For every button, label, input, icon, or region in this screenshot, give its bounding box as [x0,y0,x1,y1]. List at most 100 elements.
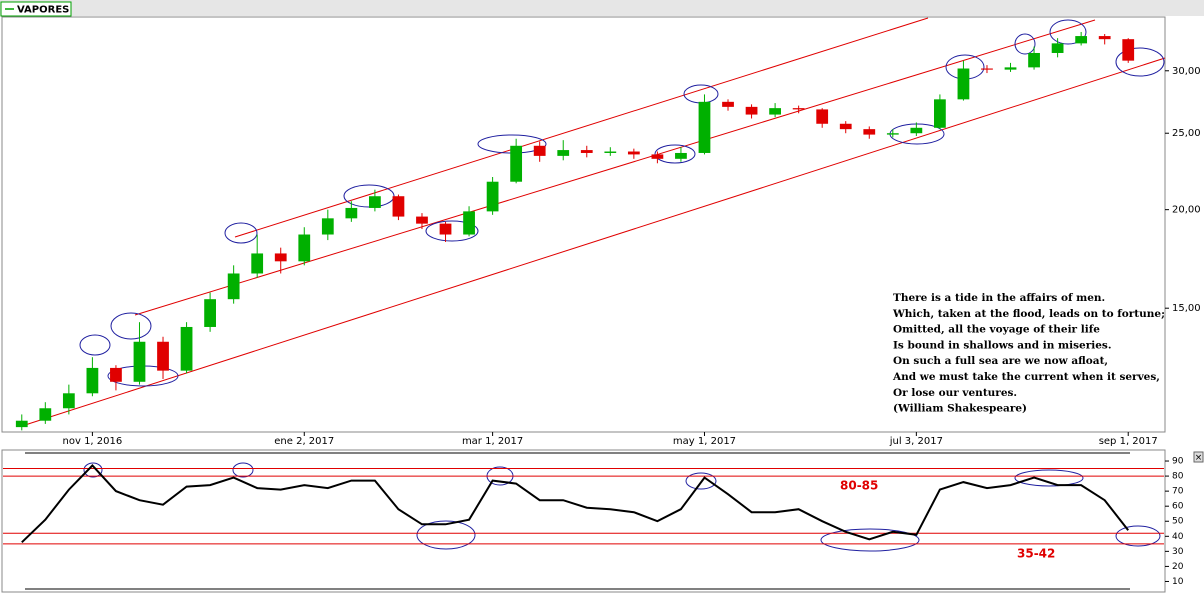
ellipse [1014,33,1036,55]
candle-body [604,151,617,153]
y-tick-label: 25,00 [1172,128,1201,139]
candle-body [816,109,829,124]
oscillator-line [21,464,1129,544]
y-tick-label: 20 [1172,562,1184,572]
legend[interactable] [0,1,72,17]
ellipse [416,520,476,550]
band-label: 35-42 [1017,547,1055,561]
y-tick-label: 15,00 [1172,303,1201,314]
ellipse [820,528,920,552]
highlight-ellipses [79,19,1165,552]
ellipse [1049,19,1087,45]
candle-body [698,101,711,153]
y-tick-label: 90 [1172,457,1184,467]
close-button[interactable] [1193,451,1204,463]
toolbar [0,0,1204,16]
candle-body [392,196,405,217]
ellipse [232,462,254,478]
x-tick-label: jul 3, 2017 [889,436,943,447]
candle-body [133,341,146,382]
candle-body [416,216,428,224]
y-tick-label: 60 [1172,502,1184,512]
legend-label: VAPORES [17,5,69,16]
x-tick-label: may 1, 2017 [673,436,736,447]
candle-body [251,253,264,274]
ellipse [1115,47,1165,77]
candle-body [180,326,193,371]
quote-line: Omitted, all the voyage of their life [893,324,1100,336]
ellipse [1115,525,1161,547]
x-tick-label: nov 1, 2016 [63,436,123,447]
candle-body [557,150,570,156]
candle-body [886,133,899,135]
candle-body [839,123,852,130]
candle-body [510,145,523,182]
close-icon: × [1195,453,1203,463]
candle-body [533,145,546,156]
channel-middle [134,19,1096,316]
candle-body [486,181,499,212]
candle-body [439,223,452,235]
quote-line: Or lose our ventures. [893,387,1017,399]
x-tick-label: mar 1, 2017 [462,436,523,447]
y-tick-label: 30 [1172,547,1184,557]
candle-body [769,108,781,115]
candle-body [463,211,475,235]
quote-line: Is bound in shallows and in miseries. [893,339,1111,351]
candle-body [274,253,287,262]
oscillator-panel [1,449,1166,593]
candle-body [745,106,758,115]
candle-body [651,154,664,159]
candle-body [15,420,28,428]
x-tick-label: ene 2, 2017 [274,436,334,447]
y-tick-label: 30,00 [1172,66,1201,77]
candle-body [321,218,334,235]
y-tick-label: 10 [1172,577,1184,587]
ellipse [224,222,258,244]
band-label: 80-85 [840,479,878,493]
candle-body [62,393,75,409]
candle-body [1075,36,1088,44]
ellipse [1014,469,1084,487]
ellipse [685,472,717,490]
candle-body [369,196,381,208]
y-tick-label: 20,00 [1172,205,1201,216]
candle-body [863,129,876,135]
price-panel [1,16,1166,433]
quote-line: There is a tide in the affairs of men. [893,292,1105,304]
y-tick-label: 70 [1172,487,1184,497]
channel-upper [234,17,929,238]
x-tick-label: sep 1, 2017 [1099,436,1158,447]
quote-line: (William Shakespeare) [893,403,1027,415]
candle-body [298,234,311,262]
quote-line: And we must take the current when it ser… [892,371,1160,383]
quote-line: Which, taken at the flood, leads on to f… [892,308,1165,320]
ellipse [83,462,103,478]
candle-body [910,127,923,134]
y-tick-label: 80 [1172,472,1184,482]
candle-body [675,152,687,159]
candle-body [1004,67,1017,70]
y-tick-label: 50 [1172,517,1184,527]
ellipse [425,220,479,242]
candle-body [39,408,52,421]
candle-body [204,299,216,327]
channel-lower [24,57,1166,426]
ellipse [343,184,395,208]
candle-body [86,367,99,394]
candle-body [1051,43,1064,53]
y-tick-label: 40 [1172,532,1184,542]
ellipse [654,144,696,164]
ellipse [110,312,152,340]
candle-body [227,273,240,300]
candle-body [957,68,970,100]
candle-body [1098,36,1111,40]
candle-body [580,150,593,153]
candle-body [981,68,993,70]
channel-lines [24,17,1166,426]
ellipse [79,334,111,356]
candle-body [934,99,946,128]
quote-line: On such a full sea are we now afloat, [893,355,1108,367]
candle-body [627,151,640,155]
